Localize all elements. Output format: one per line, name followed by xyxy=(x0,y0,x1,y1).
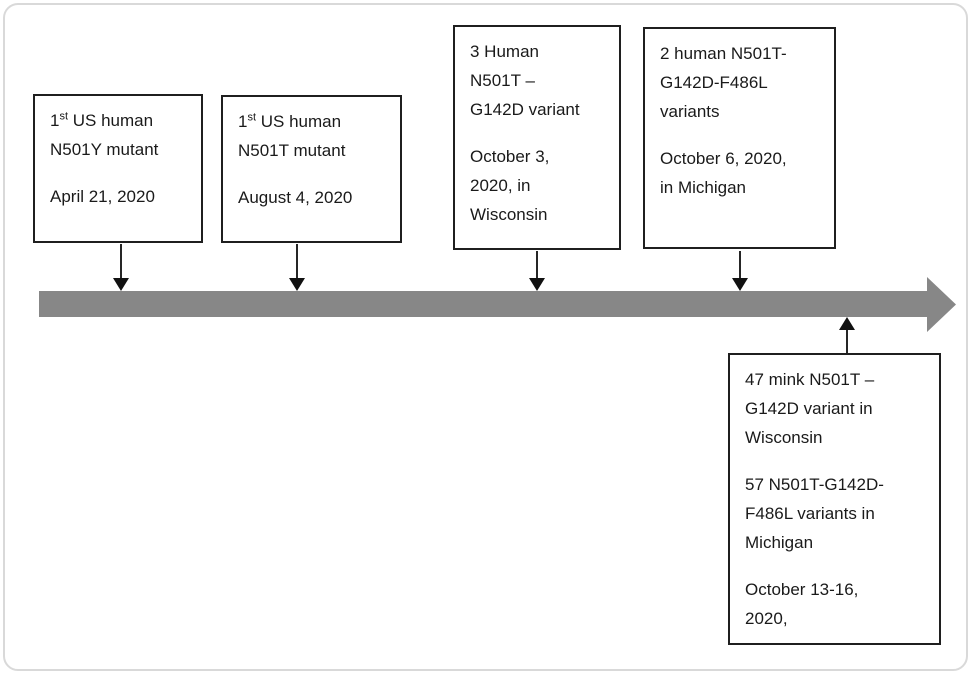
arrowhead-down-icon xyxy=(529,278,545,291)
event-date: October 13-16, 2020, xyxy=(745,580,859,628)
event-detail: 47 mink N501T – G142D variant in Wisconsin xyxy=(745,370,875,447)
arrowhead-down-icon xyxy=(113,278,129,291)
connector-down-arrow-icon xyxy=(113,244,129,291)
ordinal-superscript: st xyxy=(247,111,257,124)
arrow-stem xyxy=(296,244,298,278)
event-box-first-us-n501y: 1st US human N501Y mutant April 21, 2020 xyxy=(33,94,203,243)
arrowhead-up-icon xyxy=(839,317,855,330)
event-box-three-human-n501t-g142d: 3 Human N501T – G142D variant October 3, 20… xyxy=(453,25,621,250)
ordinal-superscript: st xyxy=(59,110,69,123)
event-heading: 2 human N501T- G142D-F486L variants xyxy=(660,44,787,121)
connector-up-arrow-icon xyxy=(839,317,855,353)
event-box-two-human-n501t-g142d-f486l: 2 human N501T- G142D-F486L variants Octobe… xyxy=(643,27,836,249)
event-heading: 3 Human N501T – G142D variant xyxy=(470,42,580,119)
event-box-mink-variant-counts: 47 mink N501T – G142D variant in Wisconsin… xyxy=(728,353,941,645)
event-heading: 1st US human N501Y mutant xyxy=(50,110,159,159)
arrowhead-down-icon xyxy=(289,278,305,291)
arrowhead-down-icon xyxy=(732,278,748,291)
arrow-stem xyxy=(536,251,538,278)
event-heading: 1st US human N501T mutant xyxy=(238,111,346,160)
event-box-first-us-n501t: 1st US human N501T mutant August 4, 2020 xyxy=(221,95,402,243)
event-date: August 4, 2020 xyxy=(238,188,353,207)
arrow-stem xyxy=(846,330,848,353)
connector-down-arrow-icon xyxy=(732,251,748,291)
connector-down-arrow-icon xyxy=(289,244,305,291)
event-date: April 21, 2020 xyxy=(50,187,155,206)
timeline xyxy=(39,277,956,332)
arrow-stem xyxy=(120,244,122,278)
event-date: October 6, 2020, in Michigan xyxy=(660,149,787,197)
event-date: October 3, 2020, in Wisconsin xyxy=(470,147,550,224)
arrow-stem xyxy=(739,251,741,278)
connector-down-arrow-icon xyxy=(529,251,545,291)
timeline-arrow xyxy=(39,277,956,332)
event-detail: 57 N501T-G142D- F486L variants in Michigan xyxy=(745,475,884,552)
